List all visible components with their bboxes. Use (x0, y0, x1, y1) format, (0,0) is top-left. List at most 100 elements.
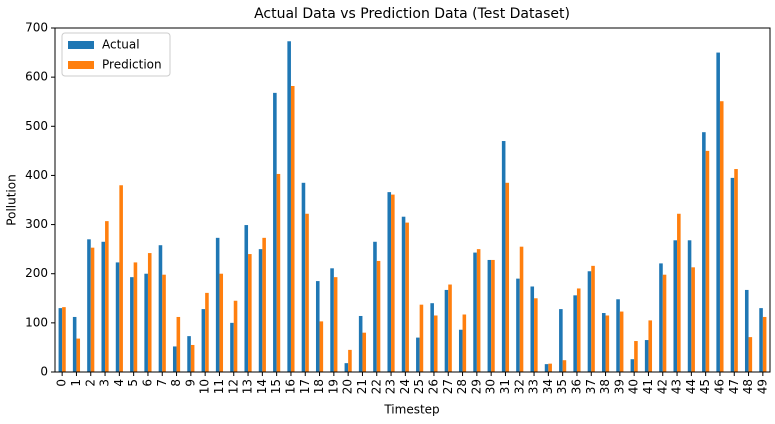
x-tick-label: 36 (569, 379, 583, 394)
x-tick-label: 6 (140, 379, 154, 387)
y-tick-label: 200 (25, 266, 48, 280)
bar (244, 225, 249, 372)
x-tick-label: 49 (755, 379, 769, 394)
bar (719, 101, 724, 373)
x-tick-label: 4 (112, 379, 126, 387)
bar (87, 239, 91, 372)
bar (630, 359, 635, 372)
bar (433, 315, 438, 372)
bar (491, 259, 495, 372)
x-axis-label: Timestep (383, 403, 439, 417)
bar (505, 182, 510, 372)
bar (273, 92, 277, 373)
bar (587, 271, 592, 372)
x-tick-label: 19 (326, 379, 340, 394)
bar (576, 288, 581, 372)
bar (315, 281, 320, 372)
bar (748, 337, 753, 372)
x-tick-label: 9 (183, 379, 197, 387)
bar (444, 289, 449, 372)
x-tick-label: 10 (198, 379, 212, 394)
legend-swatch (68, 61, 94, 69)
bar (705, 150, 710, 372)
x-tick-label: 3 (98, 379, 112, 387)
x-tick-label: 34 (541, 379, 555, 394)
bar (187, 336, 191, 372)
x-tick-label: 23 (384, 379, 398, 394)
bar (319, 321, 324, 372)
bar (201, 309, 206, 372)
bar (176, 316, 181, 372)
x-tick-label: 8 (169, 379, 183, 387)
x-tick-label: 30 (484, 379, 498, 394)
bar (215, 237, 220, 372)
bar (72, 316, 77, 372)
y-tick-label: 600 (25, 70, 48, 84)
bar (233, 300, 238, 372)
plot-frame (54, 27, 771, 373)
x-tick-label: 46 (712, 379, 726, 394)
x-tick-label: 42 (655, 379, 669, 394)
bar (344, 363, 349, 372)
bar (333, 277, 338, 372)
legend-swatch (68, 41, 94, 49)
bar (744, 289, 749, 372)
bar (516, 278, 520, 372)
bar (391, 194, 395, 372)
bar (373, 241, 377, 372)
bar (158, 245, 163, 372)
bar (530, 286, 535, 372)
bar (301, 182, 306, 372)
x-tick-label: 5 (126, 379, 140, 387)
bar (687, 240, 692, 372)
bar (419, 304, 424, 372)
y-axis-label: Pollution (5, 174, 19, 225)
x-tick-label: 7 (155, 379, 169, 387)
bar (662, 274, 667, 372)
bar (290, 85, 295, 372)
x-tick-label: 0 (55, 379, 69, 387)
bar (305, 213, 309, 372)
bar (258, 249, 263, 372)
x-tick-label: 18 (312, 379, 326, 394)
bar (473, 252, 477, 372)
x-tick-label: 38 (598, 379, 612, 394)
bar (405, 222, 409, 372)
x-tick-label: 33 (527, 379, 541, 394)
bar (605, 315, 610, 372)
x-tick-label: 26 (426, 379, 440, 394)
bar (619, 311, 624, 372)
y-tick-label: 400 (25, 168, 48, 182)
x-tick-label: 17 (298, 379, 312, 394)
bar (673, 240, 678, 372)
y-tick-label: 300 (25, 217, 48, 231)
bar (330, 268, 334, 372)
bar (534, 298, 538, 372)
x-tick-label: 11 (212, 379, 226, 394)
bar (548, 363, 552, 372)
bar (616, 299, 620, 372)
x-tick-label: 16 (283, 379, 297, 394)
bar (387, 192, 392, 372)
y-tick-label: 0 (40, 365, 48, 379)
x-tick-label: 25 (412, 379, 426, 394)
x-tick-label: 28 (455, 379, 469, 394)
bar (358, 315, 363, 372)
bar (376, 260, 381, 372)
x-tick-label: 40 (627, 379, 641, 394)
x-tick-label: 31 (498, 379, 512, 394)
bar (430, 303, 434, 372)
y-tick-label: 500 (25, 119, 48, 133)
bar (147, 253, 152, 372)
bar (230, 322, 234, 372)
bar (601, 313, 606, 372)
bar (644, 340, 649, 372)
bar (205, 292, 209, 372)
x-tick-label: 20 (341, 379, 355, 394)
x-tick-label: 1 (69, 379, 83, 387)
bar (172, 346, 177, 372)
bar (716, 52, 720, 372)
bar (105, 221, 109, 372)
bar (119, 185, 123, 372)
